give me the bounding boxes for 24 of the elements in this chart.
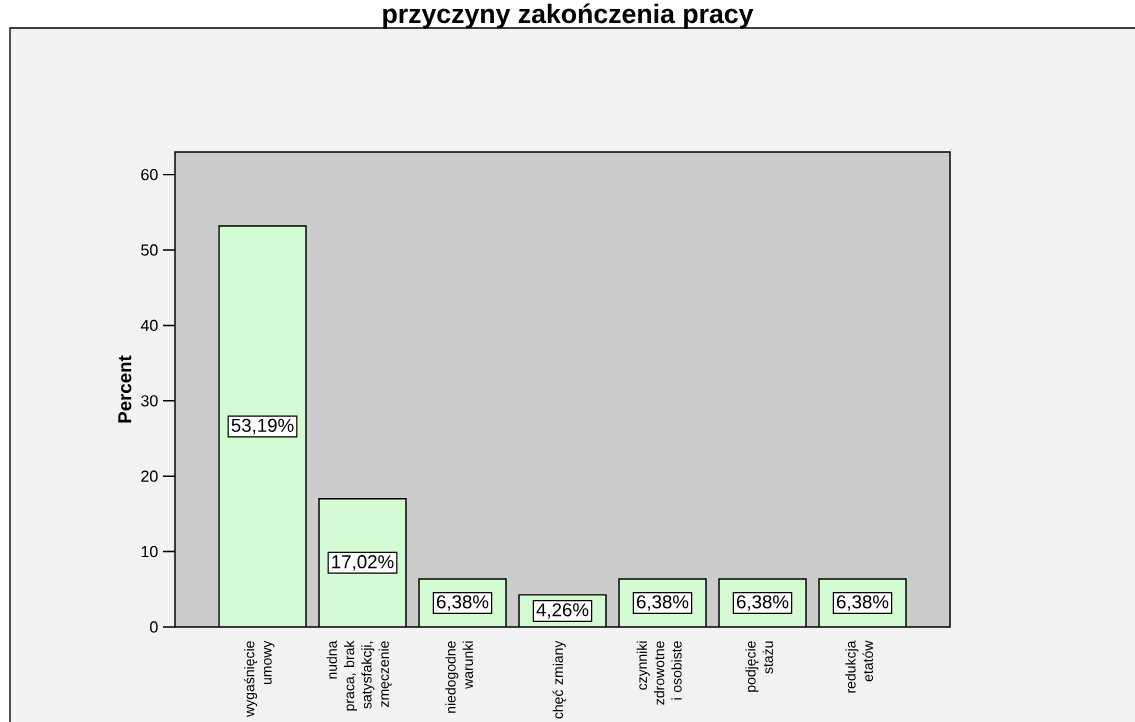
y-tick-label: 40 bbox=[140, 319, 158, 332]
y-tick-label: 0 bbox=[150, 621, 158, 633]
x-tick-label: chęć zmiany bbox=[552, 640, 566, 719]
y-axis-title: Percent bbox=[118, 355, 132, 423]
x-tick-label: niedogodne warunki bbox=[445, 641, 473, 713]
x-tick-label: nudna praca, brak satysfakcji, zmęczenie bbox=[326, 640, 392, 711]
data-label: 6,38% bbox=[736, 595, 789, 611]
y-tick-label: 50 bbox=[141, 244, 158, 256]
bar bbox=[219, 225, 306, 627]
y-tick-label: 20 bbox=[141, 470, 158, 482]
y-tick-label: 30 bbox=[141, 395, 158, 407]
x-tick-label: podjęcie stażu bbox=[745, 641, 773, 692]
data-label: 6,38% bbox=[836, 595, 889, 611]
y-tick-label: 10 bbox=[141, 545, 158, 558]
x-tick-label: redukcja etatów bbox=[845, 640, 873, 693]
y-tick-label: 60 bbox=[141, 168, 158, 181]
data-label: 4,26% bbox=[536, 603, 589, 619]
chart-title: przyczyny zakończenia pracy bbox=[383, 3, 754, 29]
data-label: 53,19% bbox=[231, 418, 294, 435]
data-label: 17,02% bbox=[332, 555, 394, 571]
x-tick-label: czynniki zdrowotne i osobiste bbox=[636, 641, 682, 705]
data-label: 6,38% bbox=[436, 595, 489, 611]
data-label: 6,38% bbox=[636, 595, 689, 611]
x-tick-label: wygaśnięcie umowy bbox=[243, 640, 275, 717]
